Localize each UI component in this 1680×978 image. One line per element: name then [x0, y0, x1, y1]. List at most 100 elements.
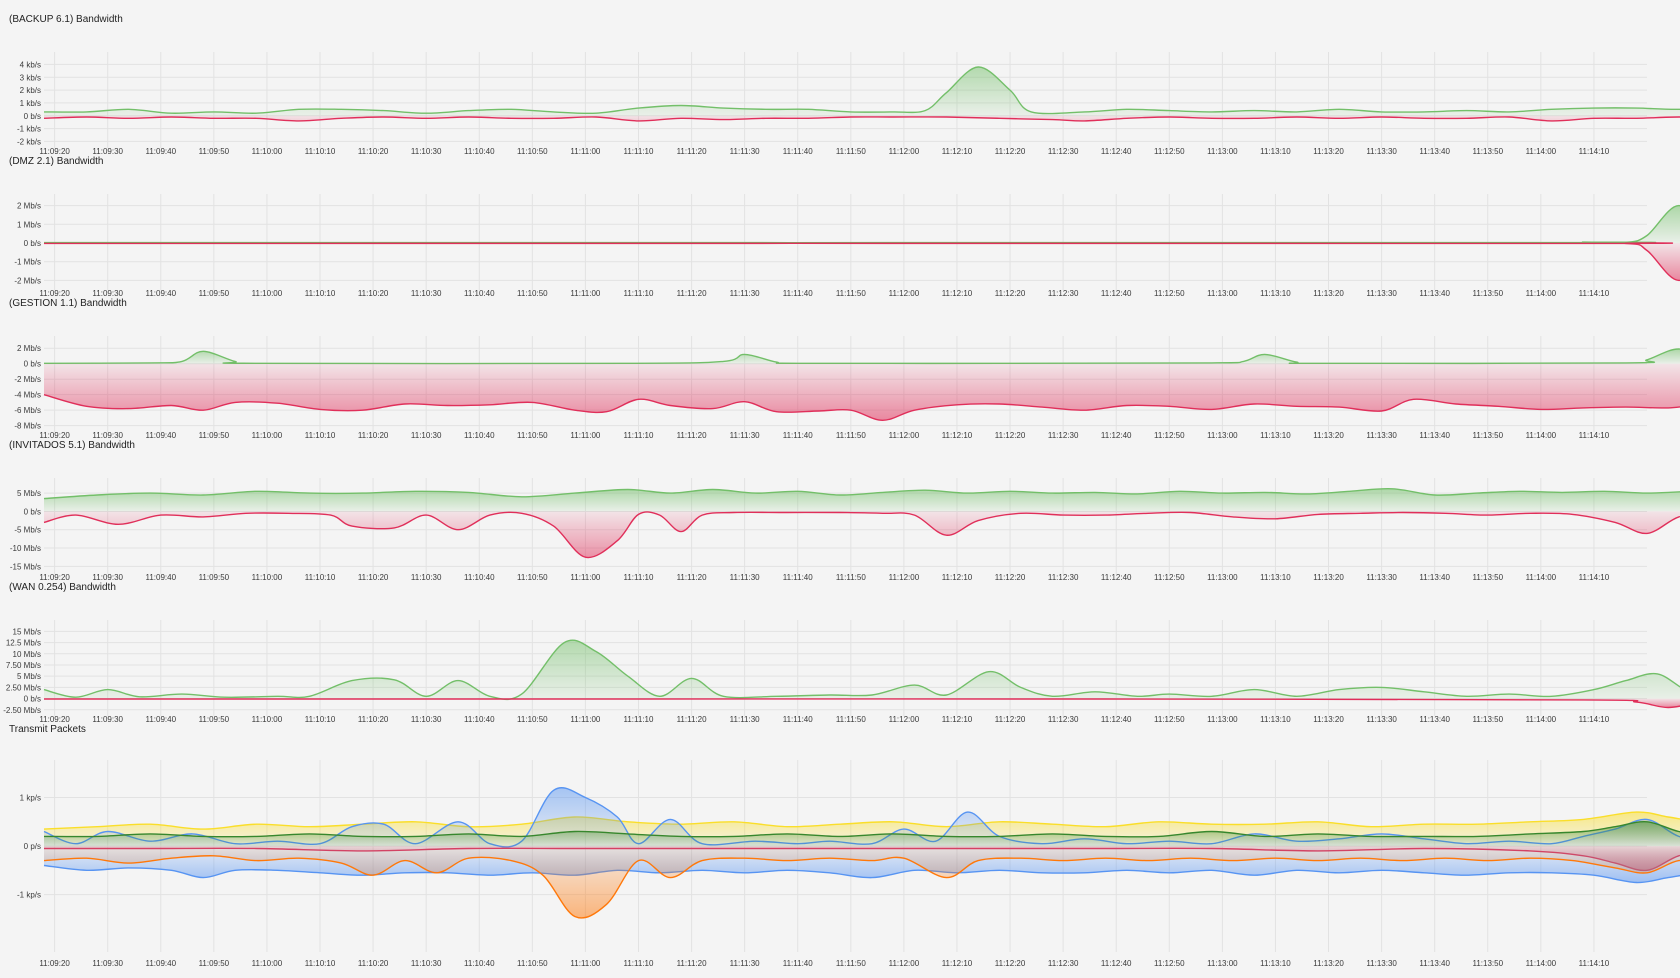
chart-svg: 11:09:20 11:09:30 11:09:40 11:09:50 11:10:00… — [3, 620, 1680, 724]
chart-svg: 11:09:20 11:09:30 11:09:40 11:09:50 11:10:00… — [14, 336, 1680, 440]
x-tick-label: 11:12:00 — [889, 289, 920, 298]
x-tick-label: 11:14:00 — [1526, 431, 1557, 440]
series-line-green — [43, 348, 1680, 365]
y-tick-label: -2 kb/s — [17, 137, 41, 146]
y-tick-label: -1 kb/s — [17, 125, 41, 134]
x-tick-label: 11:10:10 — [305, 715, 336, 724]
x-tick-label: 11:11:30 — [730, 573, 761, 582]
panel-backup-bandwidth: (BACKUP 6.1) Bandwidth 11:09:20 11:09:30 1… — [0, 14, 1680, 156]
series-line-green — [43, 639, 1680, 701]
series-area-orange — [44, 846, 1680, 918]
x-tick-label: 11:10:40 — [464, 573, 495, 582]
x-tick-label: 11:09:30 — [92, 959, 123, 968]
x-tick-label: 11:10:50 — [517, 431, 548, 440]
x-tick-label: 11:13:10 — [1260, 959, 1291, 968]
x-tick-label: 11:11:00 — [570, 147, 601, 156]
x-tick-label: 11:11:10 — [624, 573, 655, 582]
x-tick-label: 11:09:20 — [39, 715, 70, 724]
x-tick-label: 11:13:40 — [1419, 147, 1450, 156]
x-tick-label: 11:10:30 — [411, 431, 442, 440]
panel-wan-bandwidth: (WAN 0.254) Bandwidth 11:09:20 11:09:30 11… — [0, 582, 1680, 724]
x-tick-label: 11:14:00 — [1526, 715, 1557, 724]
x-tick-label: 11:12:30 — [1048, 715, 1079, 724]
x-tick-label: 11:11:50 — [836, 431, 867, 440]
panel-title: (DMZ 2.1) Bandwidth — [9, 156, 104, 167]
x-tick-label: 11:12:00 — [889, 715, 920, 724]
series-line-orange — [43, 855, 1680, 919]
x-tick-label: 11:12:40 — [1101, 959, 1132, 968]
x-tick-label: 11:10:30 — [411, 289, 442, 298]
x-tick-label: 11:12:30 — [1048, 147, 1079, 156]
x-tick-label: 11:10:00 — [252, 289, 283, 298]
x-tick-label: 11:09:20 — [39, 289, 70, 298]
x-tick-label: 11:11:20 — [677, 147, 708, 156]
x-tick-label: 11:11:10 — [624, 431, 655, 440]
chart-svg: 11:09:20 11:09:30 11:09:40 11:09:50 11:10:00… — [10, 478, 1680, 582]
chart-svg: 11:09:20 11:09:30 11:09:40 11:09:50 11:10:00… — [17, 760, 1680, 968]
x-tick-label: 11:09:20 — [39, 959, 70, 968]
x-tick-label: 11:11:10 — [624, 147, 655, 156]
x-tick-label: 11:09:50 — [199, 289, 230, 298]
series-line-darkgreen — [43, 821, 1680, 838]
x-tick-label: 11:12:50 — [1154, 715, 1185, 724]
x-tick-label: 11:12:50 — [1154, 959, 1185, 968]
x-tick-label: 11:11:20 — [677, 715, 708, 724]
x-tick-label: 11:10:10 — [305, 573, 336, 582]
y-tick-label: 1 Mb/s — [17, 220, 41, 229]
x-tick-label: 11:11:30 — [730, 959, 761, 968]
x-tick-label: 11:13:50 — [1472, 573, 1503, 582]
x-tick-label: 11:11:40 — [783, 147, 814, 156]
series-line-green — [43, 487, 1680, 500]
x-tick-label: 11:12:50 — [1154, 431, 1185, 440]
x-tick-label: 11:09:30 — [92, 431, 123, 440]
x-tick-label: 11:09:40 — [146, 573, 177, 582]
x-tick-label: 11:11:50 — [836, 715, 867, 724]
x-tick-label: 11:14:00 — [1526, 959, 1557, 968]
y-tick-label: 2 Mb/s — [17, 202, 41, 211]
y-tick-label: 5 Mb/s — [17, 489, 41, 498]
panel-title: (BACKUP 6.1) Bandwidth — [9, 14, 123, 25]
series-area-red — [44, 511, 1680, 558]
x-tick-label: 11:12:20 — [995, 715, 1026, 724]
x-tick-label: 11:13:10 — [1260, 573, 1291, 582]
x-tick-label: 11:12:20 — [995, 573, 1026, 582]
x-tick-label: 11:11:50 — [836, 147, 867, 156]
x-tick-label: 11:10:00 — [252, 431, 283, 440]
y-tick-label: 0 b/s — [24, 507, 41, 516]
x-tick-label: 11:14:00 — [1526, 147, 1557, 156]
y-tick-label: 0 b/s — [24, 360, 41, 369]
x-tick-label: 11:11:00 — [570, 431, 601, 440]
panel-title: Transmit Packets — [9, 724, 86, 735]
y-tick-label: 5 Mb/s — [17, 672, 41, 681]
x-tick-label: 11:13:10 — [1260, 289, 1291, 298]
x-tick-label: 11:09:20 — [39, 431, 70, 440]
x-tick-label: 11:14:10 — [1579, 431, 1610, 440]
series-line-red — [43, 394, 1680, 422]
x-tick-label: 11:13:30 — [1366, 715, 1397, 724]
y-tick-label: 0 b/s — [24, 695, 41, 704]
x-tick-label: 11:13:10 — [1260, 431, 1291, 440]
y-tick-label: -10 Mb/s — [10, 544, 41, 553]
x-tick-label: 11:13:00 — [1207, 573, 1238, 582]
x-tick-label: 11:11:00 — [570, 959, 601, 968]
x-tick-label: 11:11:10 — [624, 715, 655, 724]
x-tick-label: 11:13:40 — [1419, 431, 1450, 440]
series-line-yellow — [43, 811, 1680, 830]
x-tick-label: 11:11:00 — [570, 289, 601, 298]
x-tick-label: 11:12:40 — [1101, 289, 1132, 298]
x-tick-label: 11:11:00 — [570, 573, 601, 582]
y-tick-label: -6 Mb/s — [14, 406, 41, 415]
x-tick-label: 11:12:10 — [942, 715, 973, 724]
x-tick-label: 11:10:40 — [464, 289, 495, 298]
x-tick-label: 11:10:20 — [358, 959, 389, 968]
x-tick-label: 11:10:20 — [358, 431, 389, 440]
panel-title: (INVITADOS 5.1) Bandwidth — [9, 440, 135, 451]
x-tick-label: 11:10:40 — [464, 147, 495, 156]
x-tick-label: 11:11:00 — [570, 715, 601, 724]
series-area-blue — [44, 787, 1680, 847]
x-tick-label: 11:10:50 — [517, 289, 548, 298]
series-area-red — [44, 363, 1680, 421]
y-tick-label: -4 Mb/s — [14, 391, 41, 400]
x-tick-label: 11:12:10 — [942, 959, 973, 968]
x-tick-label: 11:12:40 — [1101, 431, 1132, 440]
